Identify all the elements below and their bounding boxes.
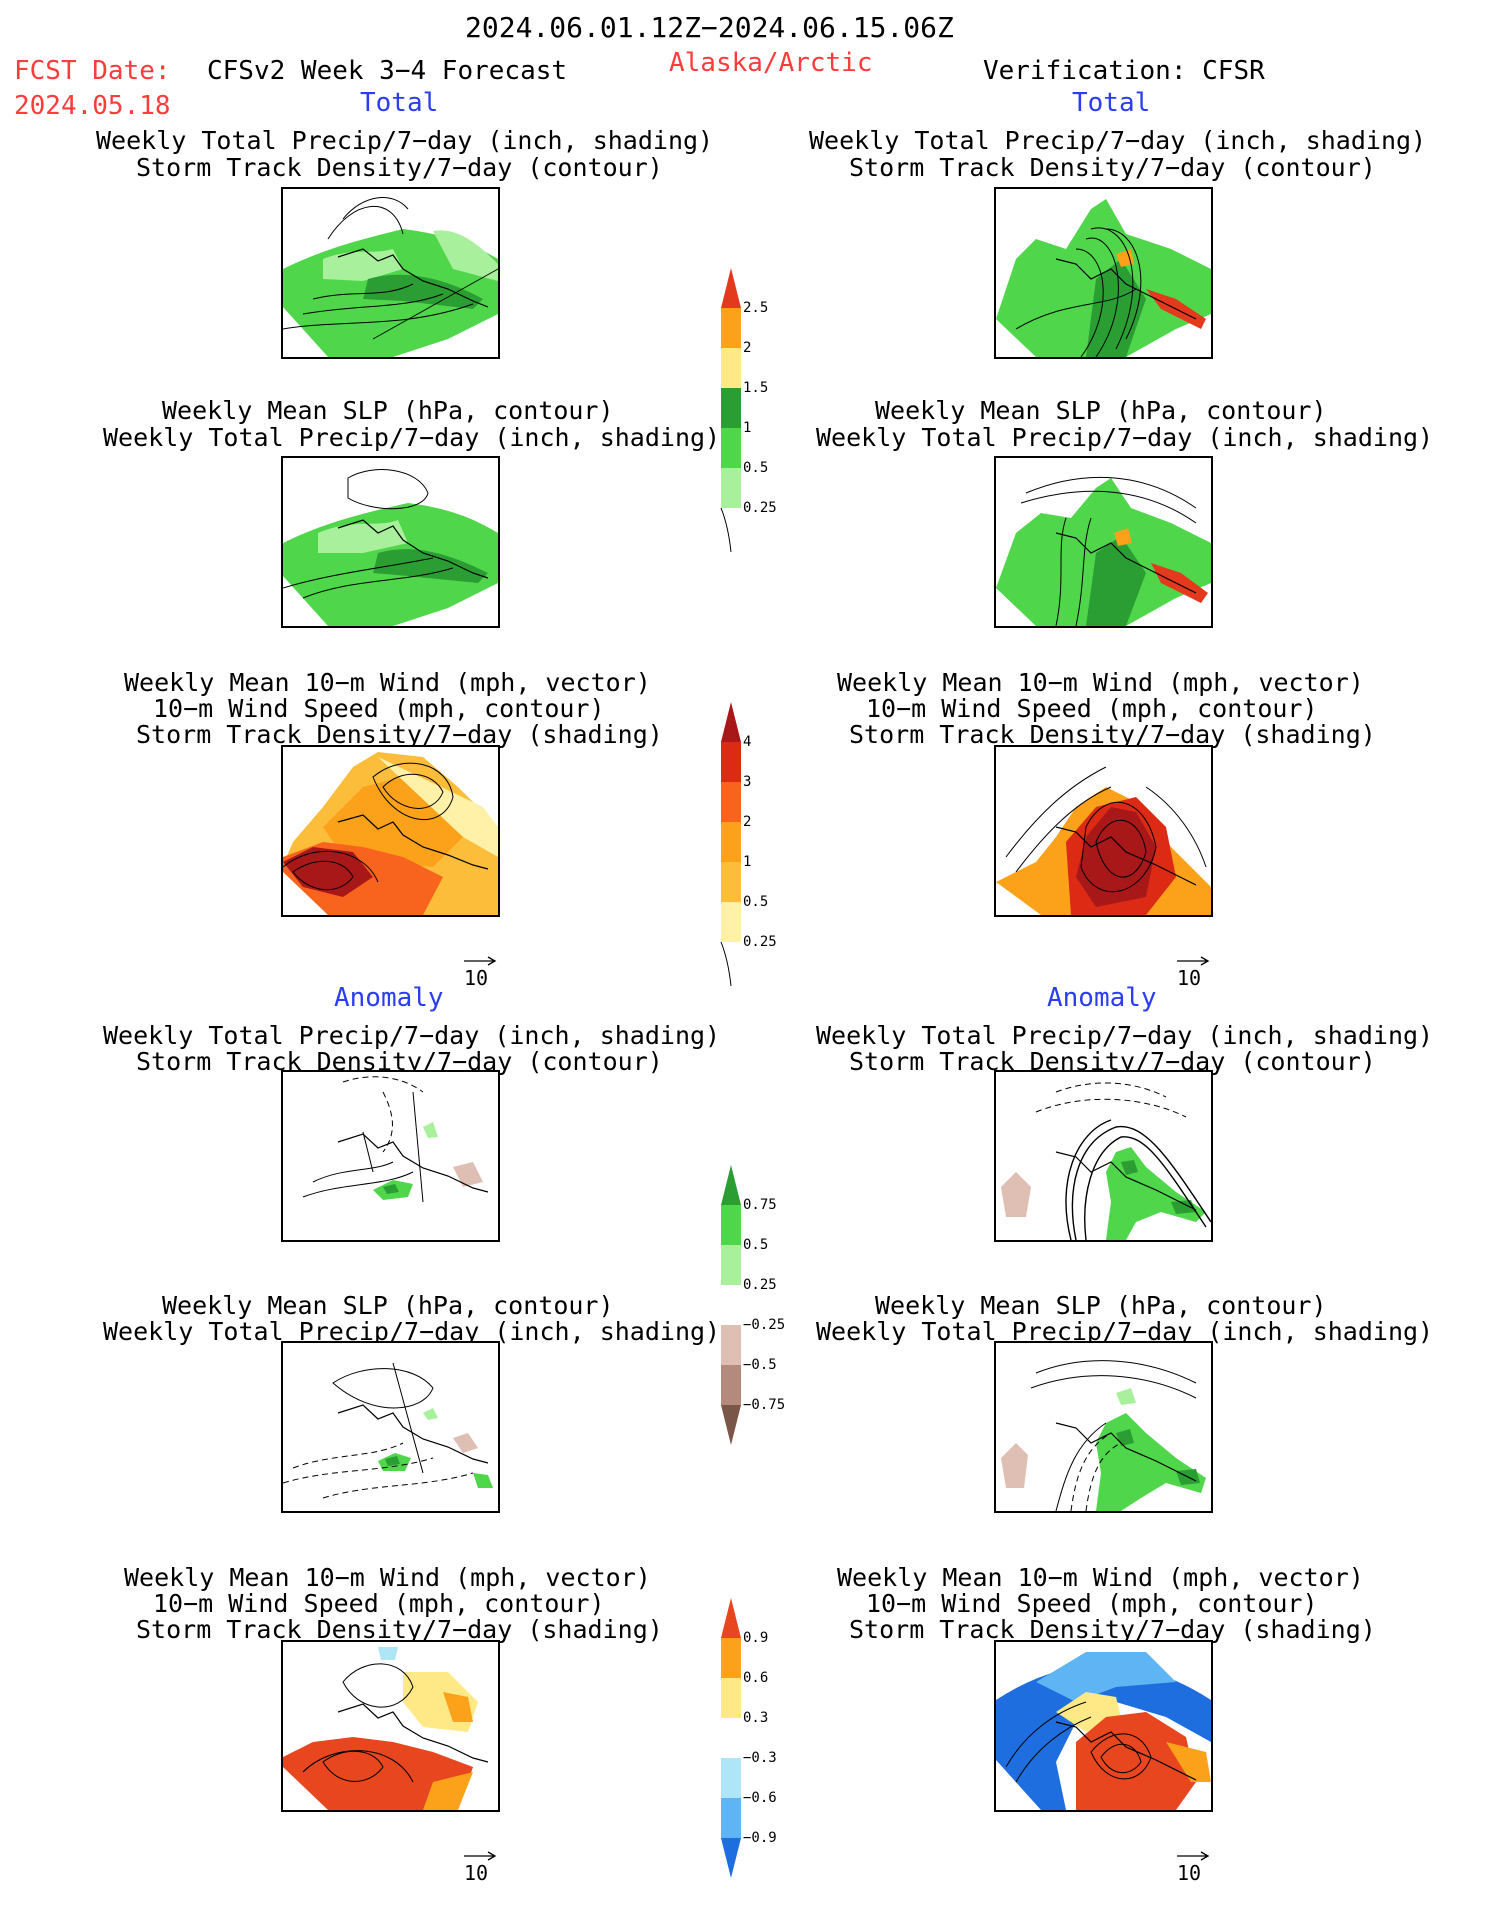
map-panel-l4 [281, 1070, 500, 1242]
map-panel-r2 [994, 456, 1213, 628]
title-l1-line2: Storm Track Density/7−day (contour) [136, 153, 663, 182]
title-r4-line1: Weekly Total Precip/7−day (inch, shading… [816, 1021, 1434, 1050]
title-r3-line2: 10−m Wind Speed (mph, contour) [866, 694, 1318, 723]
arrow-right-icon [464, 956, 497, 966]
colorbar-label: 0.25 [743, 500, 777, 516]
title-r6-line3: Storm Track Density/7−day (shading) [849, 1615, 1376, 1644]
colorbar-label: −0.6 [743, 1790, 777, 1806]
title-l3-line2: 10−m Wind Speed (mph, contour) [153, 694, 605, 723]
verification-title: Verification: CFSR [983, 56, 1265, 86]
colorbar-label: 1.5 [743, 380, 769, 396]
title-l3-line3: Storm Track Density/7−day (shading) [136, 720, 663, 749]
title-l6-line2: 10−m Wind Speed (mph, contour) [153, 1589, 605, 1618]
vector-ref-l6: 10 [464, 1851, 498, 1885]
colorbar-label: 2 [743, 814, 752, 830]
colorbar-label: −0.3 [743, 1750, 777, 1766]
title-r4-line2: Storm Track Density/7−day (contour) [849, 1047, 1376, 1076]
section-total-left: Total [360, 88, 439, 118]
colorbar-storm-total-swatches [720, 702, 741, 987]
title-r1-line1: Weekly Total Precip/7−day (inch, shading… [809, 126, 1427, 155]
section-total-right: Total [1072, 88, 1151, 118]
title-r1-line2: Storm Track Density/7−day (contour) [849, 153, 1376, 182]
region-title: Alaska/Arctic [669, 48, 873, 78]
title-l3-line1: Weekly Mean 10−m Wind (mph, vector) [124, 668, 651, 697]
title-r2-line2: Weekly Total Precip/7−day (inch, shading… [816, 423, 1434, 452]
arrow-right-icon [1177, 1851, 1210, 1861]
map-panel-r6 [994, 1640, 1213, 1812]
colorbar-label: −0.9 [743, 1830, 777, 1846]
title-l4-line2: Storm Track Density/7−day (contour) [136, 1047, 663, 1076]
map-panel-r3 [994, 745, 1213, 917]
colorbar-label: 3 [743, 774, 752, 790]
colorbar-label: 1 [743, 854, 752, 870]
colorbar-label: −0.5 [743, 1357, 777, 1373]
title-r3-line1: Weekly Mean 10−m Wind (mph, vector) [837, 668, 1364, 697]
colorbar-precip-anom-swatches [721, 1165, 741, 1445]
title-r3-line3: Storm Track Density/7−day (shading) [849, 720, 1376, 749]
map-panel-l6 [281, 1640, 500, 1812]
vector-ref-value: 10 [1177, 966, 1202, 990]
colorbar-label: 0.3 [743, 1710, 769, 1726]
title-l5-line2: Weekly Total Precip/7−day (inch, shading… [103, 1317, 721, 1346]
fcst-date-value: 2024.05.18 [14, 91, 171, 121]
colorbar-precip-total-swatches [720, 268, 741, 553]
colorbar-storm-total: 4 3 2 1 0.5 0.25 [719, 702, 777, 991]
title-r5-line2: Weekly Total Precip/7−day (inch, shading… [816, 1317, 1434, 1346]
colorbar-label: 2.5 [743, 300, 769, 316]
colorbar-label: 1 [743, 420, 752, 436]
arrow-right-icon [464, 1851, 497, 1861]
vector-ref-l3: 10 [464, 956, 498, 990]
map-panel-l1 [281, 187, 500, 359]
title-r2-line1: Weekly Mean SLP (hPa, contour) [875, 396, 1327, 425]
vector-ref-r3: 10 [1177, 956, 1211, 990]
date-range-title: 2024.06.01.12Z−2024.06.15.06Z [465, 11, 954, 44]
colorbar-label: 2 [743, 340, 752, 356]
product-title: CFSv2 Week 3−4 Forecast [207, 56, 568, 86]
title-r6-line2: 10−m Wind Speed (mph, contour) [866, 1589, 1318, 1618]
vector-ref-value: 10 [1177, 1861, 1202, 1885]
section-anomaly-left: Anomaly [334, 983, 444, 1013]
colorbar-label: 0.5 [743, 460, 769, 476]
vector-ref-value: 10 [464, 966, 489, 990]
map-panel-l2 [281, 456, 500, 628]
arrow-right-icon [1177, 956, 1210, 966]
colorbar-label: 4 [743, 734, 752, 750]
map-panel-l3 [281, 745, 500, 917]
colorbar-label: 0.25 [743, 934, 777, 950]
colorbar-label: 0.9 [743, 1630, 769, 1646]
map-panel-r4 [994, 1070, 1213, 1242]
colorbar-label: 0.5 [743, 894, 769, 910]
title-l6-line3: Storm Track Density/7−day (shading) [136, 1615, 663, 1644]
map-panel-r1 [994, 187, 1213, 359]
title-l2-line1: Weekly Mean SLP (hPa, contour) [162, 396, 614, 425]
title-l6-line1: Weekly Mean 10−m Wind (mph, vector) [124, 1563, 651, 1592]
title-l2-line2: Weekly Total Precip/7−day (inch, shading… [103, 423, 721, 452]
colorbar-label: 0.75 [743, 1197, 777, 1213]
map-panel-l5 [281, 1341, 500, 1513]
colorbar-storm-anom-swatches [721, 1598, 741, 1878]
colorbar-storm-anom: 0.9 0.6 0.3 −0.3 −0.6 −0.9 [719, 1598, 777, 1887]
map-panel-r5 [994, 1341, 1213, 1513]
colorbar-label: 0.25 [743, 1277, 777, 1293]
colorbar-precip-anom: 0.75 0.5 0.25 −0.25 −0.5 −0.75 [719, 1165, 785, 1454]
colorbar-label: 0.5 [743, 1237, 769, 1253]
colorbar-precip-total: 2.5 2 1.5 1 0.5 0.25 [719, 268, 777, 557]
vector-ref-value: 10 [464, 1861, 489, 1885]
fcst-date-label: FCST Date: [14, 56, 171, 86]
title-l5-line1: Weekly Mean SLP (hPa, contour) [162, 1291, 614, 1320]
title-r5-line1: Weekly Mean SLP (hPa, contour) [875, 1291, 1327, 1320]
title-l4-line1: Weekly Total Precip/7−day (inch, shading… [103, 1021, 721, 1050]
section-anomaly-right: Anomaly [1047, 983, 1157, 1013]
colorbar-label: −0.25 [743, 1317, 786, 1333]
title-r6-line1: Weekly Mean 10−m Wind (mph, vector) [837, 1563, 1364, 1592]
vector-ref-r6: 10 [1177, 1851, 1211, 1885]
title-l1-line1: Weekly Total Precip/7−day (inch, shading… [96, 126, 714, 155]
colorbar-label: −0.75 [743, 1397, 786, 1413]
colorbar-label: 0.6 [743, 1670, 769, 1686]
